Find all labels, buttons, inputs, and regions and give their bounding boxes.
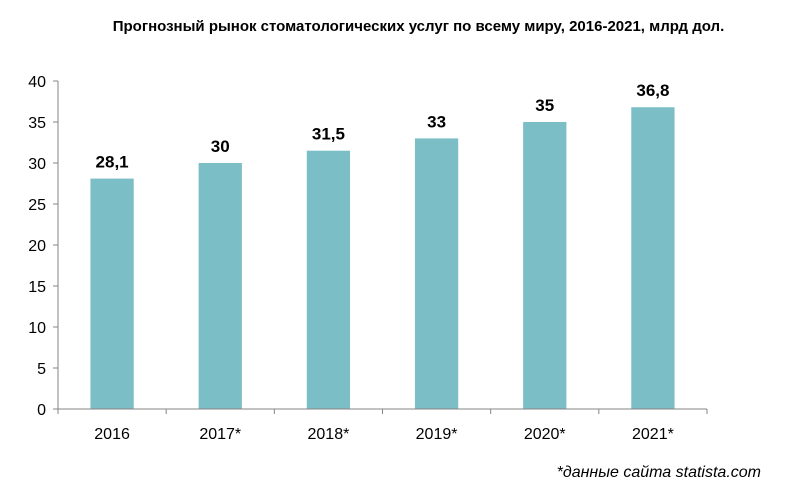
bar: [90, 178, 134, 409]
x-tick-label: 2017*: [199, 426, 241, 443]
x-tick-label: 2018*: [308, 426, 350, 443]
y-tick-label: 5: [37, 361, 46, 378]
y-tick-label: 0: [37, 402, 46, 419]
x-tick-label: 2020*: [524, 426, 566, 443]
bar: [306, 150, 351, 409]
y-tick-label: 10: [28, 320, 46, 337]
x-axis: 2016 2017* 2018* 2019* 2020* 2021*: [57, 408, 708, 443]
y-axis: 0 5 10 15 20 25 30 35 40: [28, 74, 59, 419]
data-labels-group: 28,1 30 31,5 33 35 36,8: [96, 81, 670, 171]
x-tick-label: 2021*: [632, 426, 674, 443]
x-tick-label: 2016: [94, 426, 130, 443]
y-tick-label: 30: [28, 156, 46, 173]
data-label: 31,5: [312, 125, 345, 144]
y-tick-label: 15: [28, 279, 46, 296]
bar: [198, 163, 242, 409]
y-tick-label: 40: [28, 74, 46, 91]
bars-group: [90, 107, 675, 410]
y-tick-label: 25: [28, 197, 46, 214]
data-label: 36,8: [636, 81, 669, 100]
source-footnote: *данные сайта statista.com: [556, 464, 761, 481]
y-tick-label: 35: [28, 115, 46, 132]
data-label: 28,1: [96, 153, 129, 172]
bar: [414, 138, 459, 409]
chart-title: Прогнозный рынок стоматологических услуг…: [112, 18, 725, 35]
bar: [631, 107, 675, 410]
data-label: 35: [535, 96, 554, 115]
data-label: 30: [211, 137, 230, 156]
data-label: 33: [427, 112, 446, 131]
bar: [523, 122, 567, 409]
x-tick-label: 2019*: [416, 426, 458, 443]
y-tick-label: 20: [28, 238, 46, 255]
